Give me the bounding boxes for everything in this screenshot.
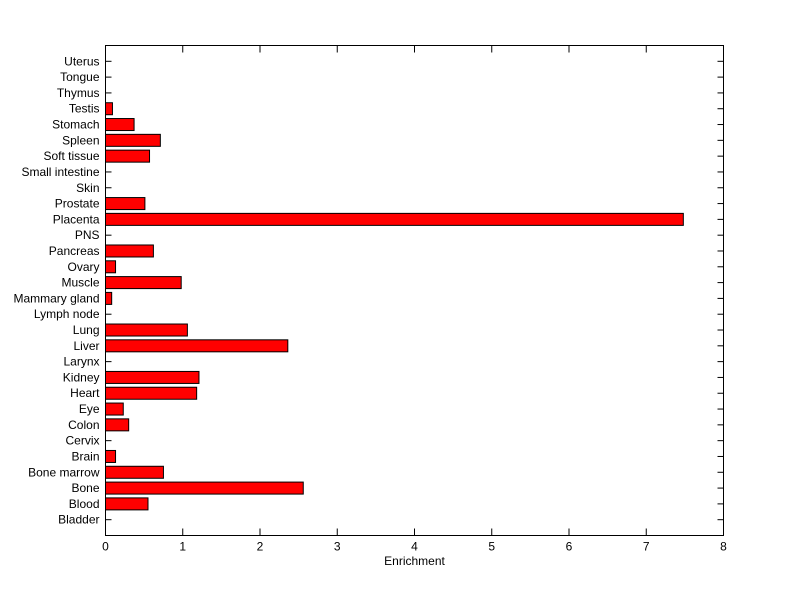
x-tick-label: 0	[102, 540, 109, 554]
bar	[105, 481, 304, 495]
category-label: Testis	[69, 102, 100, 116]
category-label: Small intestine	[21, 165, 99, 179]
x-tick-label: 1	[179, 540, 186, 554]
x-tick-label: 8	[720, 540, 727, 554]
category-label: Placenta	[53, 212, 100, 226]
category-label: Blood	[69, 497, 100, 511]
bar	[105, 118, 135, 132]
x-tick-label: 4	[411, 540, 418, 554]
x-tick-label: 3	[334, 540, 341, 554]
bar	[105, 418, 130, 432]
bar	[105, 149, 151, 163]
category-label: Bone	[71, 481, 99, 495]
category-label: Skin	[76, 181, 99, 195]
category-label: Tongue	[60, 70, 100, 84]
category-label: Liver	[73, 339, 99, 353]
category-label: Kidney	[63, 370, 100, 384]
bar	[105, 212, 684, 226]
bar	[105, 102, 113, 116]
bar	[105, 244, 154, 258]
category-label: Bladder	[58, 513, 99, 527]
bar	[105, 497, 149, 511]
category-label: Prostate	[55, 197, 100, 211]
x-tick-label: 5	[488, 540, 495, 554]
category-label: Bone marrow	[28, 465, 100, 479]
category-label: Mammary gland	[13, 291, 99, 305]
bar	[105, 276, 182, 290]
bar	[105, 133, 161, 147]
bar	[105, 260, 117, 274]
x-tick-label: 6	[566, 540, 573, 554]
bar	[105, 386, 198, 400]
category-label: Colon	[68, 418, 99, 432]
category-label: Lung	[73, 323, 100, 337]
bar	[105, 465, 164, 479]
category-label: Larynx	[63, 355, 99, 369]
category-label: Soft tissue	[43, 149, 99, 163]
category-label: Eye	[79, 402, 100, 416]
category-label: Heart	[70, 386, 100, 400]
category-label: Pancreas	[49, 244, 100, 258]
category-label: Ovary	[67, 260, 99, 274]
bar	[105, 402, 124, 416]
category-label: Cervix	[65, 434, 99, 448]
category-label: Uterus	[64, 54, 99, 68]
bar	[105, 370, 200, 384]
category-label: PNS	[75, 228, 100, 242]
x-axis-title: Enrichment	[384, 554, 445, 568]
category-label: Spleen	[62, 133, 99, 147]
x-tick-label: 2	[257, 540, 264, 554]
category-label: Muscle	[61, 276, 99, 290]
plot-border	[105, 45, 724, 536]
bar	[105, 291, 113, 305]
category-label: Brain	[71, 449, 99, 463]
bar	[105, 197, 146, 211]
bar	[105, 323, 188, 337]
bar	[105, 449, 117, 463]
category-label: Thymus	[57, 86, 100, 100]
category-label: Lymph node	[34, 307, 100, 321]
x-tick-label: 7	[643, 540, 650, 554]
bar	[105, 339, 289, 353]
category-label: Stomach	[52, 118, 99, 132]
